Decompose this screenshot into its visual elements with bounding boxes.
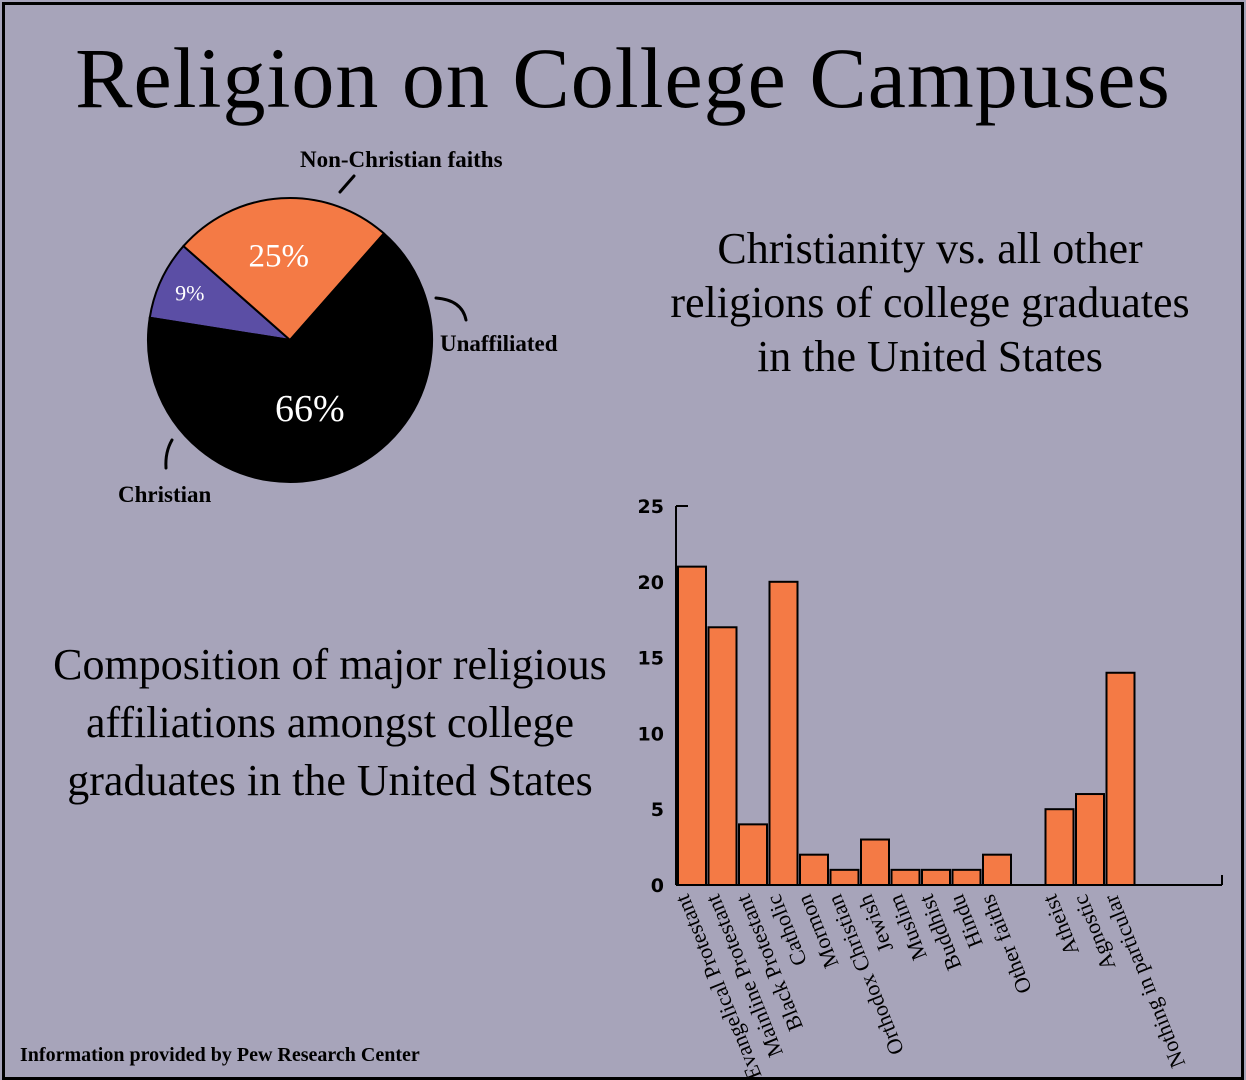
y-tick-label: 25 <box>638 496 664 518</box>
pie-category-label: Unaffiliated <box>440 331 558 356</box>
pie-title-line: religions of college graduates <box>670 278 1190 327</box>
pie-category-label: Non-Christian faiths <box>300 147 503 172</box>
bar-orthodox-christian <box>829 868 860 887</box>
bar-evangelical-protestant <box>677 565 707 886</box>
pie-title-line: Christianity vs. all other <box>717 224 1143 273</box>
y-tick-label: 10 <box>638 723 664 745</box>
x-category-label: Nothing in particular <box>1098 891 1191 1072</box>
bar-agnostic <box>1075 793 1105 886</box>
pie-data-label: 25% <box>248 239 309 275</box>
bar-buddhist <box>921 868 951 887</box>
pie-data-label: 9% <box>175 281 204 306</box>
bar-muslim <box>890 868 921 887</box>
pie-slice-christian <box>147 232 433 483</box>
bar-mormon <box>799 853 829 886</box>
source-note: Information provided by Pew Research Cen… <box>20 1044 420 1066</box>
pie-data-label: 66% <box>275 388 345 430</box>
bar-catholic <box>768 580 799 886</box>
bar-nothing-in-particular <box>1105 671 1136 887</box>
pie-slice-non-christian-faiths <box>148 244 294 342</box>
bar-other-faiths <box>982 853 1012 886</box>
bar-title-line: Composition of major religious <box>53 640 607 689</box>
pie-category-label: Christian <box>118 482 212 507</box>
main-title: Religion on College Campuses <box>75 30 1171 126</box>
y-tick-label: 20 <box>638 572 664 594</box>
pie-leader-line <box>338 174 356 194</box>
y-tick-label: 5 <box>651 799 664 821</box>
y-tick-label: 15 <box>638 648 664 670</box>
pie-leader-line <box>164 438 174 470</box>
bar-atheist <box>1044 808 1075 887</box>
bar-black-protestant <box>738 823 768 886</box>
bar-mainline-protestant <box>707 626 738 887</box>
bar-title-line: graduates in the United States <box>67 756 593 805</box>
pie-leader-line <box>434 296 468 322</box>
y-tick-label: 0 <box>651 875 664 897</box>
pie-chart-title: Christianity vs. all other religions of … <box>620 222 1240 384</box>
bar-chart-title: Composition of major religious affiliati… <box>30 636 630 810</box>
pie-slice-unaffiliated <box>182 197 386 342</box>
bar-title-line: affiliations amongst college <box>86 698 574 747</box>
bar-hindu <box>951 868 982 887</box>
pie-title-line: in the United States <box>757 332 1103 381</box>
bar-jewish <box>860 838 890 887</box>
